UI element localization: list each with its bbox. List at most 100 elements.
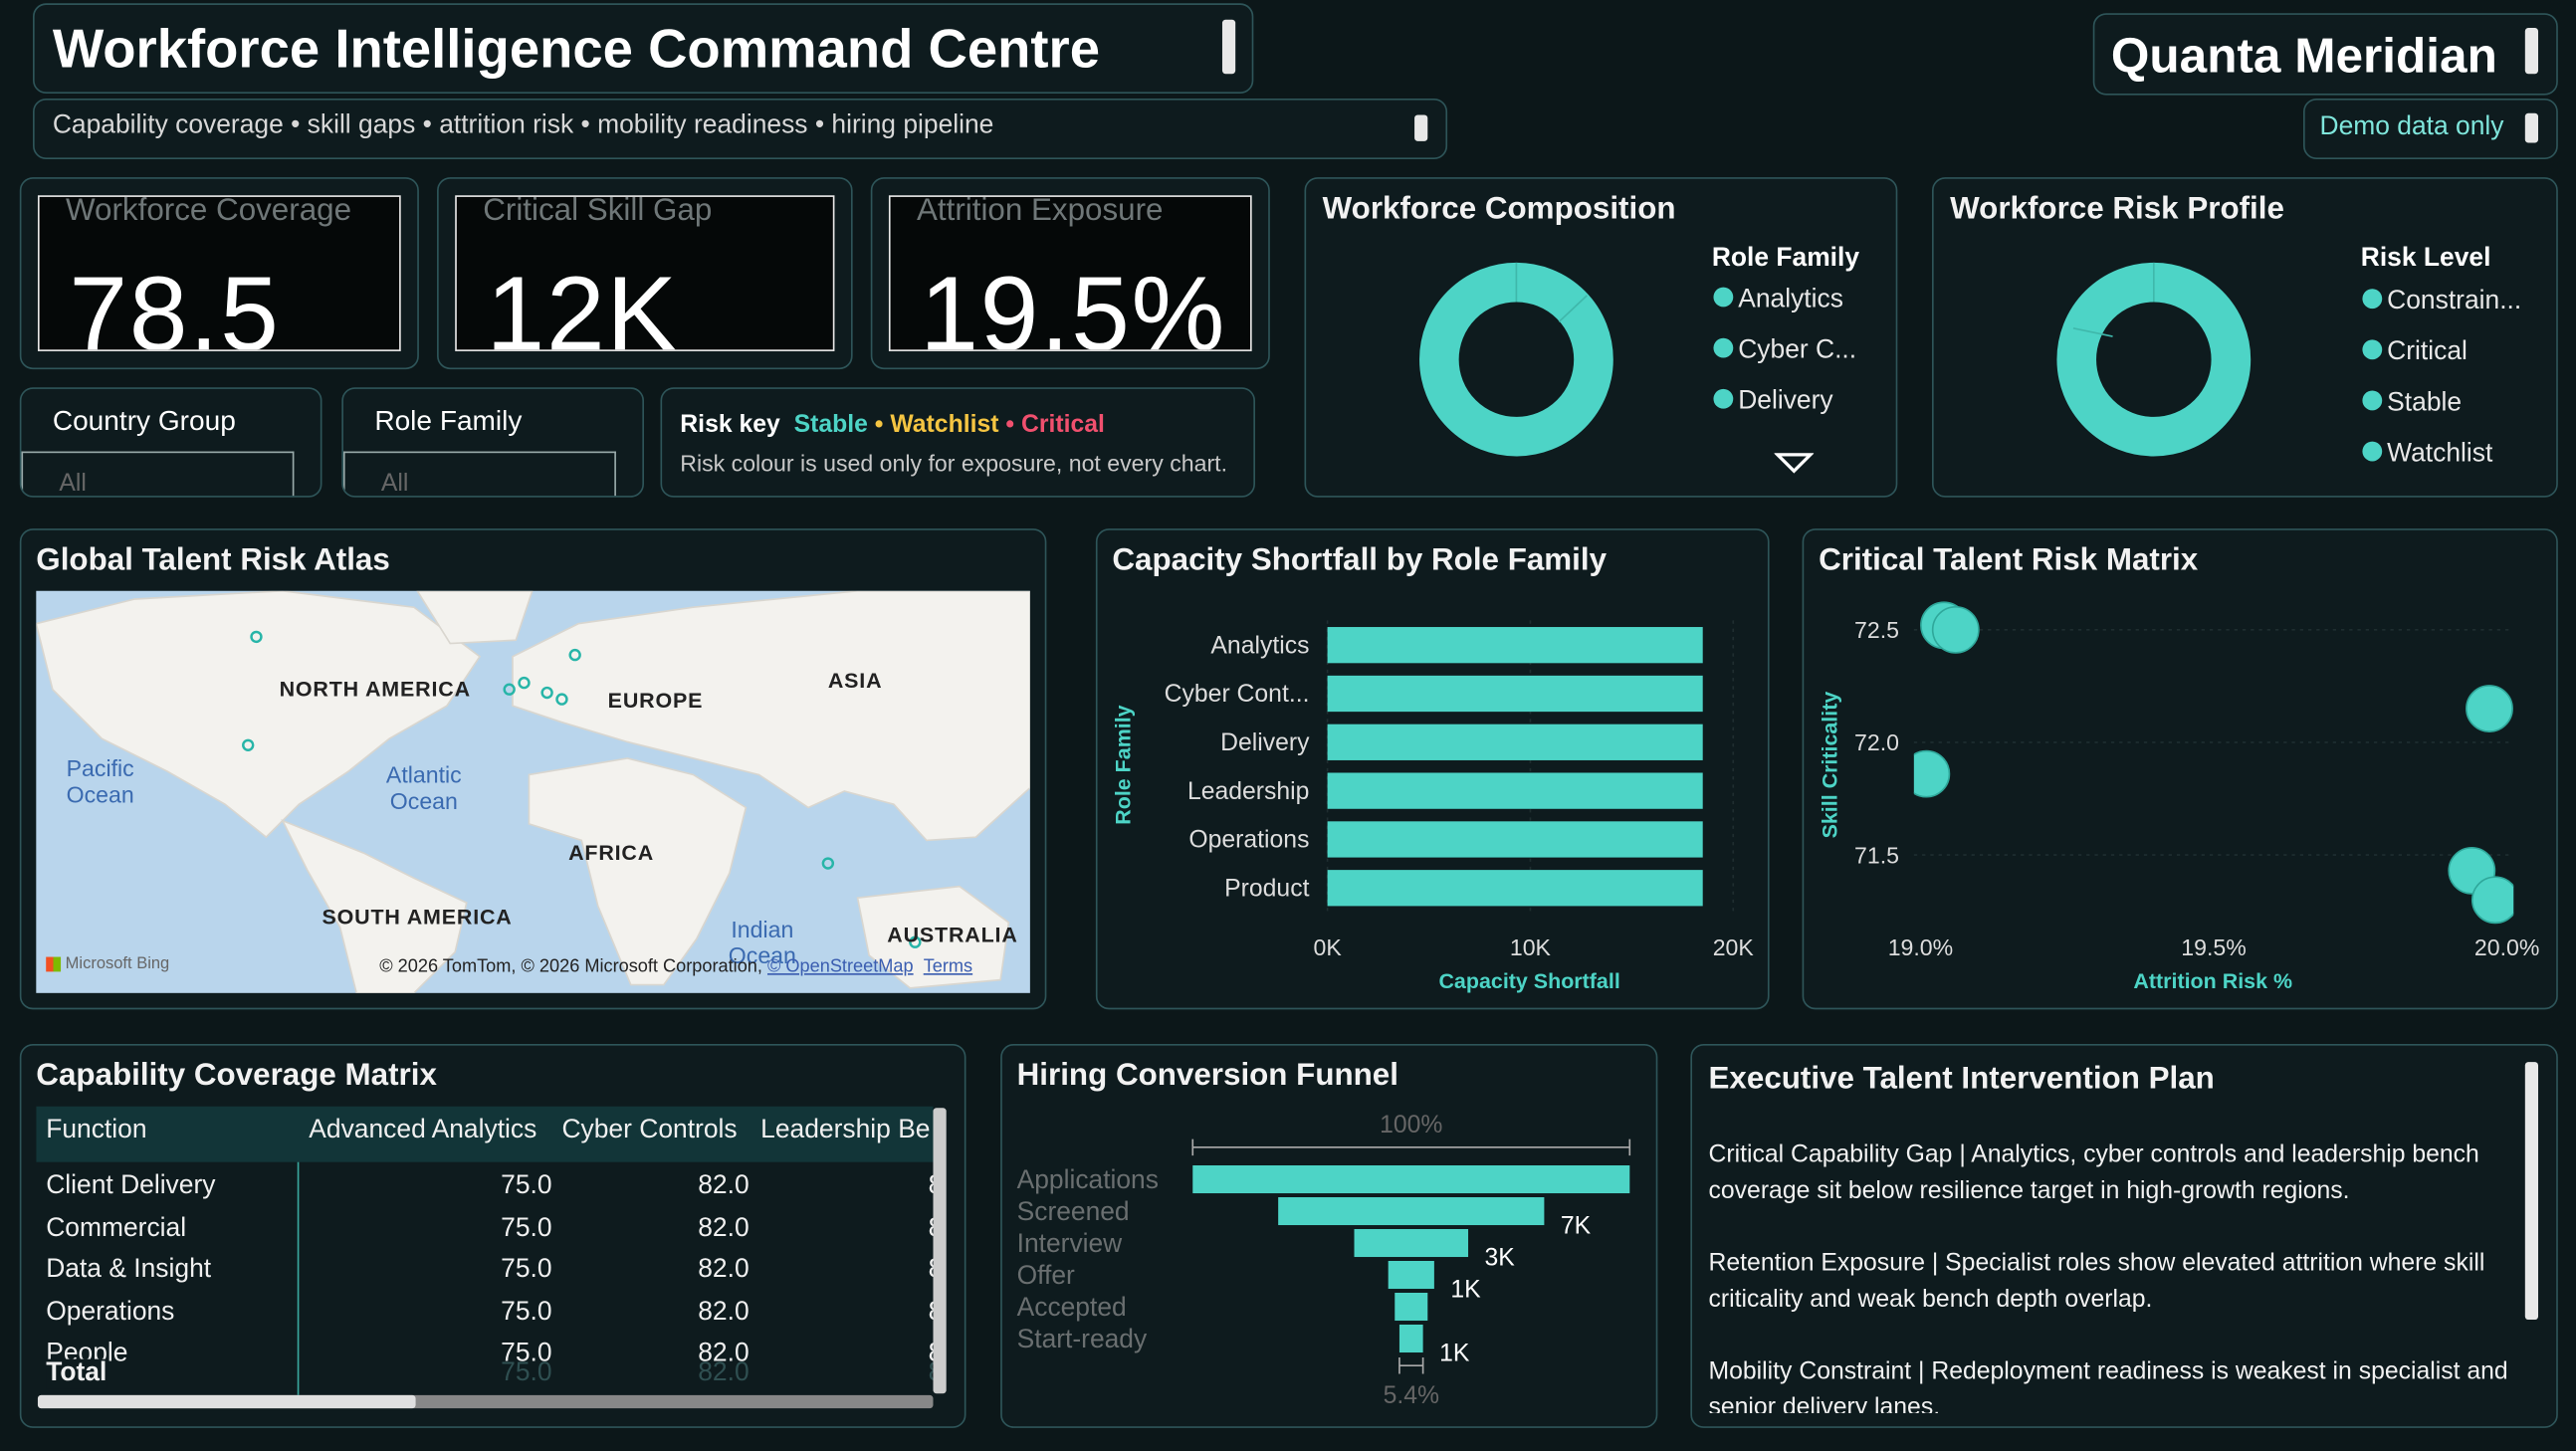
risk-level: Stable [793,410,868,439]
column-header: Cyber Controls [561,1116,738,1144]
table-cell: 75.0 [501,1297,552,1326]
legend-label: Analytics [1738,285,1843,314]
map-label: ASIA [827,668,883,694]
panel-title: Workforce Composition [1322,191,1676,227]
map-dot[interactable] [250,630,263,644]
slicer-value: All [380,469,409,498]
table-cell: 82.0 [698,1171,750,1200]
logo-icon [46,956,62,972]
map-label: AFRICA [568,840,655,866]
separator: • [874,410,884,439]
v-scrollbar[interactable] [933,1108,947,1394]
kpi-inner: Critical Skill Gap 12K [455,195,835,351]
scatter-panel: Critical Talent Risk Matrix [1802,528,2558,1010]
map-label: SOUTH AMERICA [322,904,513,930]
land [281,819,468,993]
legend-dot [1713,287,1734,308]
land [512,590,1030,842]
legend-dot [2362,390,2383,411]
map[interactable]: NORTH AMERICA EUROPE ASIA Pacific Ocean Atla… [36,590,1030,993]
map-dot[interactable] [909,935,922,948]
kpi-value: 19.5% [920,254,1227,351]
table-cell: 75.0 [501,1213,552,1242]
plan-paragraph: Critical Capability Gap | Analytics, cyb… [1708,1140,2479,1205]
slicer-dropdown[interactable]: All [342,451,616,498]
page-title: Workforce Intelligence Command Centre [52,18,1101,80]
legend-title: Risk Level [2360,244,2491,273]
map-dot[interactable] [518,676,531,690]
map-label: AUSTRALIA [887,922,1018,947]
table-cell: 75.0 [501,1255,552,1284]
table-cell: 75.0 [501,1171,552,1200]
kpi-inner: Workforce Coverage 78.5 [37,195,401,351]
funnel-panel: Hiring Conversion Funnel [1000,1043,1658,1428]
legend-dot [1713,337,1734,358]
scrollbar [1414,114,1428,141]
legend-label: Stable [2387,388,2463,417]
map-dot[interactable] [540,686,553,700]
table-cell: Commercial [46,1213,187,1242]
map-dot[interactable] [503,683,516,696]
plan-panel: Executive Talent Intervention Plan Criti… [1690,1043,2558,1428]
scrollbar[interactable] [2524,1062,2539,1321]
plan-body: Critical Capability Gap | Analytics, cyb… [1709,1138,2520,1413]
table-cell: Total [46,1358,107,1389]
more-arrow[interactable] [1774,452,1815,475]
table-cell: 82.0 [698,1297,750,1326]
legend-label: Cyber C... [1738,336,1857,365]
slicer-dropdown[interactable]: All [21,451,295,497]
map-dot[interactable] [555,693,568,706]
table-cell: 8 [929,1298,934,1328]
h-scrollbar[interactable] [37,1394,416,1409]
legend-item: Critical [2362,338,2468,368]
map-label: EUROPE [607,688,704,713]
table-cell: 8 [929,1256,934,1286]
land [856,885,1010,989]
terms-link[interactable]: Terms [923,956,973,977]
table-cell: 82.0 [698,1358,750,1387]
legend-item: Constrain... [2362,288,2521,317]
table-cell: 75.0 [501,1339,552,1367]
panel-title: Capability Coverage Matrix [36,1058,437,1094]
map-dot[interactable] [242,738,255,751]
legend-item: Analytics [1713,285,1843,315]
land [36,590,482,839]
map-logo: Microsoft Bing [46,955,169,973]
column-header: Advanced Analytics [309,1116,537,1144]
demo-note: Demo data only [2319,112,2504,141]
panel-title: Critical Talent Risk Matrix [1819,542,2199,578]
table-cell: 82.0 [698,1339,750,1367]
land [416,590,534,645]
risk-key-note: Risk colour is used only for exposure, n… [680,449,1228,477]
slicer-label: Country Group [52,405,236,437]
legend-dot [2362,289,2383,310]
map-dot[interactable] [821,857,835,870]
map-dot[interactable] [568,648,581,662]
plan-paragraph: Mobility Constraint | Redeployment readi… [1708,1356,2508,1414]
legend-item: Stable [2362,389,2462,419]
table: Function Advanced Analytics Cyber Controls… [36,1106,934,1395]
osm-link[interactable]: © OpenStreetMap [766,956,914,977]
table-cell: 82.0 [698,1213,750,1242]
legend-item: Delivery [1713,387,1833,417]
kpi-value: 12K [486,254,679,351]
map-panel: Global Talent Risk Atlas [19,528,1047,1010]
scrollbar [2524,28,2539,75]
table-cell: Operations [46,1297,175,1326]
legend-dot [1713,388,1734,409]
map-label: Pacific Ocean [66,754,134,808]
table-cell: 8 [929,1340,934,1369]
risk-profile-panel: Workforce Risk Profile Risk Level Constr… [1931,177,2558,498]
column-header: Function [46,1116,147,1144]
slicer: Role Family All [341,387,644,498]
panel-title: Executive Talent Intervention Plan [1708,1062,2215,1097]
legend-item: Watchlist [2362,440,2492,470]
table-cell: 8 [929,1214,934,1244]
scrollbar [2524,112,2539,143]
panel-title: Hiring Conversion Funnel [1016,1058,1398,1094]
map-label: Indian Ocean [728,916,796,969]
legend-dot [2362,441,2383,462]
kpi-value: 78.5 [69,254,281,351]
